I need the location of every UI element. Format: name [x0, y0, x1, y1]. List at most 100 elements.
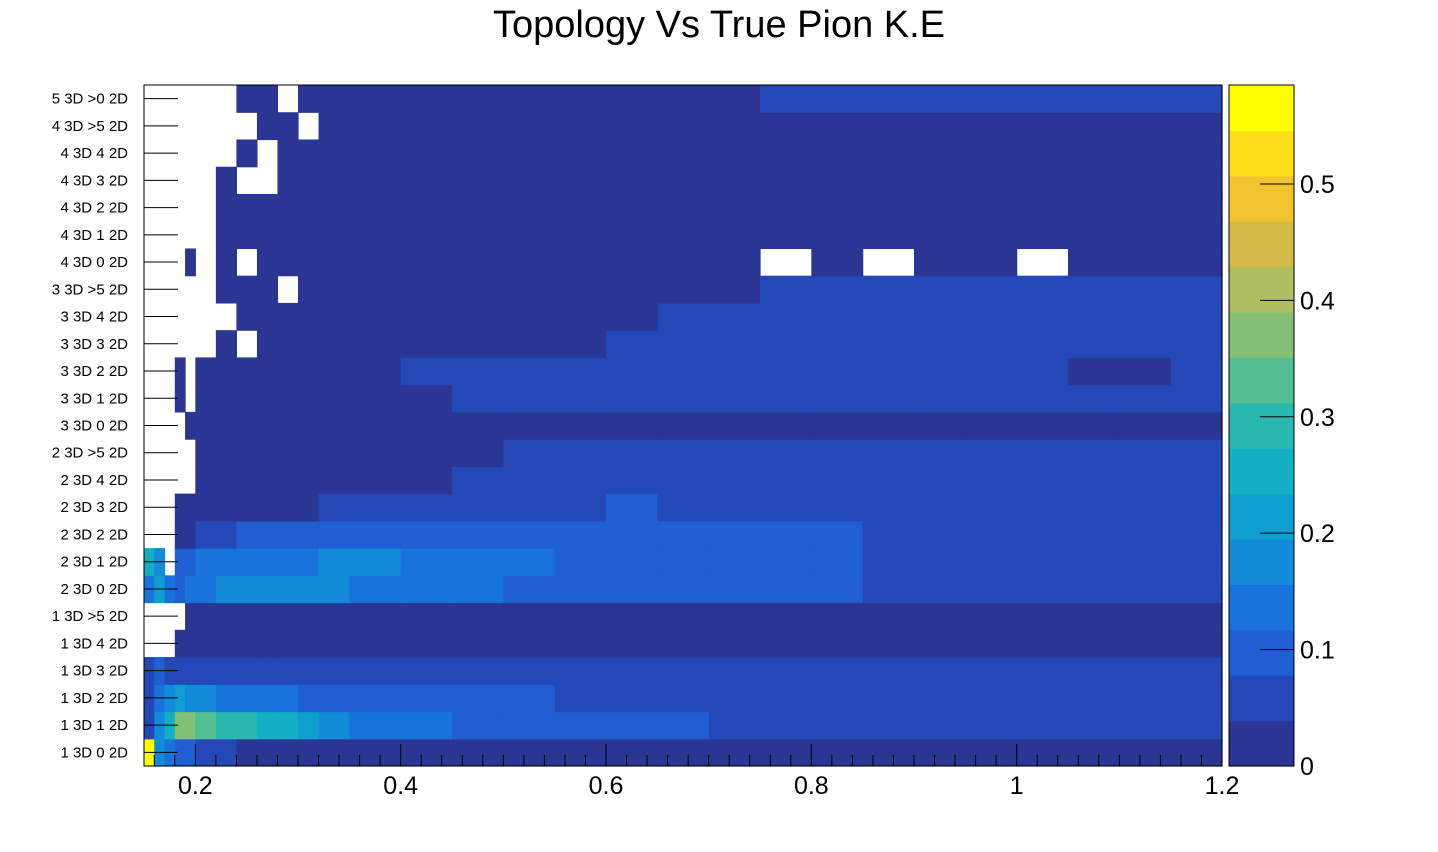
heatmap-cell [657, 139, 710, 168]
heatmap-cell [760, 575, 812, 604]
heatmap-cell [256, 548, 279, 576]
heatmap-cell [965, 602, 1018, 631]
heatmap-cell [965, 248, 1018, 277]
heatmap-cell [657, 439, 710, 467]
heatmap-cell [657, 275, 710, 304]
heatmap-cell [1068, 629, 1120, 658]
heatmap-cell [606, 275, 658, 304]
heatmap-cell [1170, 411, 1223, 440]
heatmap-cell [862, 221, 915, 250]
heatmap-cell [914, 602, 966, 631]
heatmap-cell [318, 166, 350, 195]
heatmap-cell [760, 112, 812, 141]
heatmap-cell [1119, 384, 1172, 413]
colorbar-tick-label: 0.3 [1300, 404, 1335, 432]
heatmap-cell [174, 548, 186, 576]
heatmap-cell [811, 85, 864, 113]
x-tick-label: 1.2 [1205, 772, 1240, 800]
heatmap-cell [606, 466, 658, 495]
colorbar-segment [1229, 493, 1294, 540]
y-tick-label: 2 3D >5 2D [52, 445, 128, 462]
heatmap-cell [400, 738, 453, 767]
heatmap-cell [1170, 275, 1223, 304]
heatmap-cell [1068, 575, 1120, 604]
heatmap-cell [606, 357, 658, 386]
heatmap-cell [811, 275, 864, 304]
heatmap-cell [1170, 221, 1223, 250]
heatmap-cell [554, 548, 607, 576]
heatmap-cell [760, 548, 812, 576]
heatmap-cell [349, 384, 402, 413]
y-tick-label: 3 3D 4 2D [60, 309, 128, 326]
heatmap-cell [452, 439, 504, 467]
heatmap-cell [811, 602, 864, 631]
heatmap-cell [811, 439, 864, 467]
heatmap-cell [215, 629, 237, 658]
heatmap-cell [708, 357, 761, 386]
heatmap-cell [503, 575, 556, 604]
heatmap-cell [657, 112, 710, 141]
heatmap-cell [277, 684, 299, 713]
heatmap-cell [318, 548, 350, 576]
heatmap-cell [298, 384, 320, 413]
heatmap-cell [554, 411, 607, 440]
heatmap-cell [1119, 548, 1172, 576]
heatmap-cell [1119, 738, 1172, 767]
heatmap-cell [277, 466, 299, 495]
heatmap-cell [760, 193, 812, 222]
heatmap-cell [400, 357, 453, 386]
heatmap-cell [318, 493, 350, 522]
heatmap-cell [657, 548, 710, 576]
heatmap-cell [256, 684, 279, 713]
x-tick-label: 0.6 [589, 772, 624, 800]
heatmap-cell [657, 302, 710, 331]
heatmap-cell [452, 602, 504, 631]
heatmap-cell [606, 221, 658, 250]
heatmap-cell [1119, 711, 1172, 740]
heatmap-cell [965, 711, 1018, 740]
heatmap-cell [606, 657, 658, 685]
heatmap-cell [503, 466, 556, 495]
heatmap-cell [1068, 248, 1120, 277]
heatmap-cell [400, 439, 453, 467]
heatmap-cell [452, 357, 504, 386]
heatmap-cell [606, 330, 658, 358]
heatmap-cell [195, 466, 217, 495]
heatmap-cell [215, 711, 237, 740]
heatmap-cell [236, 466, 258, 495]
heatmap-cell [349, 112, 402, 141]
heatmap-cell [708, 139, 761, 168]
heatmap-cell [1119, 166, 1172, 195]
heatmap-cell [965, 139, 1018, 168]
heatmap-cell [708, 302, 761, 331]
heatmap-cell [215, 357, 237, 386]
heatmap-cell [318, 629, 350, 658]
heatmap-cell [256, 302, 279, 331]
heatmap-cell [1170, 166, 1223, 195]
heatmap-cell [503, 629, 556, 658]
heatmap-cell [862, 302, 915, 331]
heatmap-cell [298, 302, 320, 331]
heatmap-cell [914, 629, 966, 658]
heatmap-cell [318, 139, 350, 168]
heatmap-cell [965, 166, 1018, 195]
heatmap-cell [760, 302, 812, 331]
heatmap-cell [760, 520, 812, 549]
heatmap-cell [298, 602, 320, 631]
heatmap-cell [1016, 357, 1069, 386]
heatmap-cell [1016, 738, 1069, 767]
heatmap-cell [452, 657, 504, 685]
heatmap-cell [185, 602, 196, 631]
heatmap-cell [606, 193, 658, 222]
y-tick-label: 2 3D 0 2D [60, 581, 128, 598]
heatmap-cell [1016, 439, 1069, 467]
heatmap-cell [1119, 439, 1172, 467]
heatmap-cell [349, 85, 402, 113]
heatmap-cell [215, 221, 237, 250]
heatmap-cell [708, 629, 761, 658]
heatmap-cell [349, 657, 402, 685]
heatmap-cell [708, 221, 761, 250]
heatmap-cell [256, 411, 279, 440]
heatmap-cell [965, 738, 1018, 767]
heatmap-cell [1119, 193, 1172, 222]
